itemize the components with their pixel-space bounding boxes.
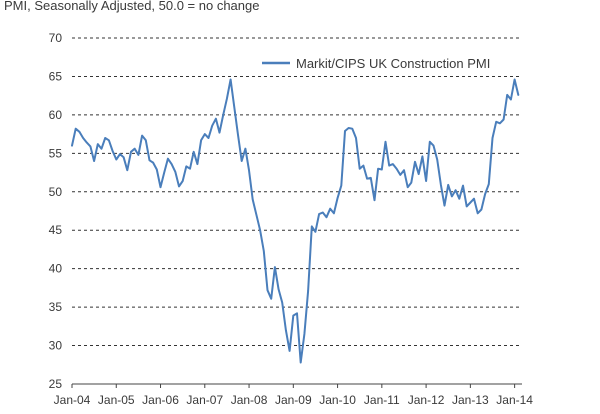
y-tick-label: 40 [49, 262, 63, 276]
chart-subtitle: PMI, Seasonally Adjusted, 50.0 = no chan… [4, 0, 260, 13]
x-tick-label: Jan-13 [452, 393, 489, 407]
y-tick-label: 25 [49, 377, 63, 391]
y-tick-label: 30 [49, 339, 63, 353]
x-tick-label: Jan-12 [408, 393, 445, 407]
x-tick-labels: Jan-04 Jan-05 Jan-06 Jan-07 Jan-08 Jan-09 Jan-… [54, 393, 534, 407]
y-tick-label: 65 [49, 69, 63, 83]
x-tick-label: Jan-14 [496, 393, 533, 407]
x-tick-label: Jan-07 [186, 393, 223, 407]
x-tick-label: Jan-04 [54, 393, 91, 407]
legend-label: Markit/CIPS UK Construction PMI [296, 56, 490, 71]
y-tick-label: 60 [49, 108, 63, 122]
y-tick-label: 55 [49, 146, 63, 160]
x-tick-label: Jan-09 [275, 393, 312, 407]
y-tick-labels: 25 30 35 40 45 50 55 60 65 70 [49, 31, 63, 391]
y-tick-label: 70 [49, 31, 63, 45]
x-tick-label: Jan-06 [142, 393, 179, 407]
y-tick-label: 45 [49, 223, 63, 237]
x-axis [71, 383, 522, 388]
x-tick-label: Jan-05 [98, 393, 135, 407]
y-tick-label: 50 [49, 185, 63, 199]
y-tick-label: 35 [49, 300, 63, 314]
x-tick-label: Jan-08 [231, 393, 268, 407]
series-line-construction-pmi [71, 78, 520, 364]
x-tick-label: Jan-11 [364, 393, 400, 407]
grid-lines [72, 37, 522, 347]
legend: Markit/CIPS UK Construction PMI [262, 56, 490, 71]
x-tick-label: Jan-10 [319, 393, 356, 407]
